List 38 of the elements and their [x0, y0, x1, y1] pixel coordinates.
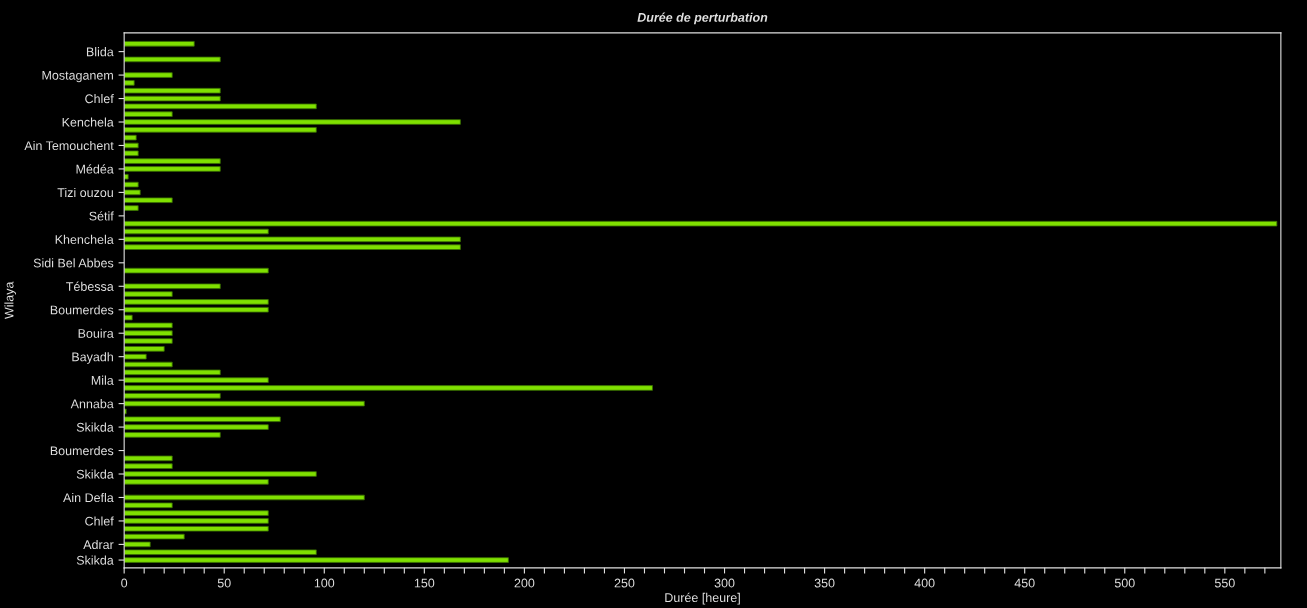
- x-tick-label: 50: [217, 578, 231, 588]
- x-axis-title: Durée [heure]: [665, 592, 740, 605]
- y-tick-label: Tébessa: [66, 281, 114, 291]
- y-axis-title: Wilaya: [4, 281, 17, 320]
- y-tick-label: Mila: [91, 375, 114, 385]
- y-tick-label: Ain Defla: [63, 492, 114, 503]
- x-tick-label: 500: [1114, 578, 1135, 588]
- y-tick-label: Boumerdes: [50, 446, 114, 456]
- chart-title: Durée de perturbation: [637, 12, 768, 25]
- y-tick-label: Skikda: [76, 422, 114, 432]
- x-tick-label: 400: [914, 578, 935, 588]
- y-tick-label: Chlef: [85, 516, 114, 526]
- x-tick-label: 0: [121, 578, 128, 588]
- y-tick-label: Sidi Bel Abbes: [33, 258, 114, 268]
- y-tick-label: Tizi ouzou: [57, 187, 113, 198]
- x-tick-label: 250: [614, 578, 635, 588]
- y-tick-label: Boumerdes: [50, 305, 114, 315]
- x-tick-label: 150: [414, 578, 435, 588]
- y-tick-label: Kenchela: [62, 117, 114, 127]
- x-tick-label: 100: [314, 578, 335, 588]
- x-tick-label: 550: [1214, 578, 1235, 588]
- x-tick-label: 350: [814, 578, 835, 588]
- y-tick-label: Chlef: [85, 94, 114, 104]
- y-tick-label: Skikda: [76, 555, 114, 565]
- y-tick-label: Skikda: [76, 469, 114, 479]
- y-tick-label: Annaba: [70, 399, 114, 409]
- x-tick-label: 450: [1014, 578, 1035, 588]
- x-tick-label: 200: [514, 578, 535, 588]
- x-tick-label: 300: [714, 578, 735, 588]
- y-tick-label: Khenchela: [55, 234, 114, 244]
- y-tick-label: Médéa: [76, 164, 114, 174]
- y-tick-label: Sétif: [89, 211, 114, 221]
- y-tick-label: Bayadh: [72, 352, 113, 364]
- y-tick-label: Bouira: [78, 328, 114, 338]
- y-tick-label: Ain Temouchent: [24, 140, 114, 151]
- y-tick-label: Adrar: [83, 539, 114, 550]
- y-tick-label: Mostaganem: [42, 71, 113, 83]
- y-tick-label: Blida: [86, 47, 114, 57]
